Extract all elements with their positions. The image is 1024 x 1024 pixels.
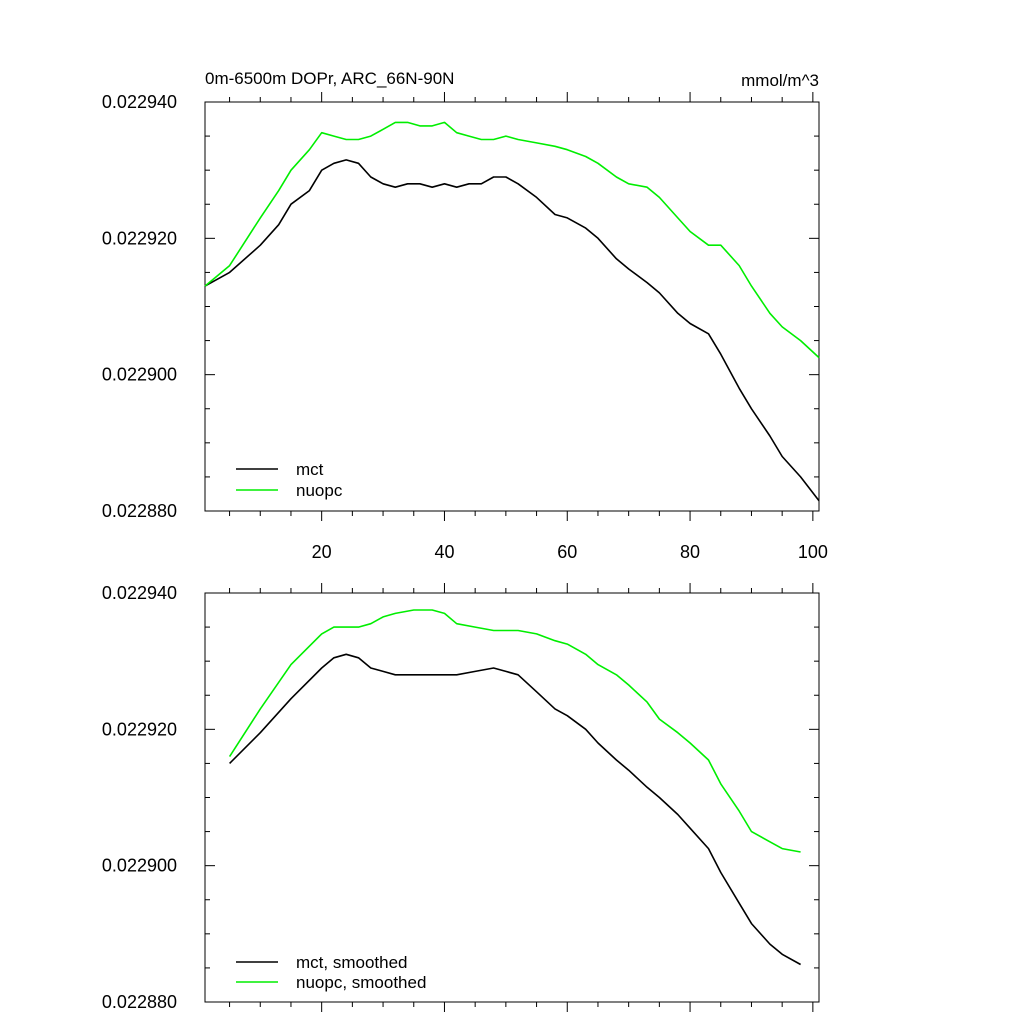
y-tick-label: 0.022920 (102, 719, 177, 739)
x-tick-label: 40 (434, 542, 454, 562)
top-chart-title: 0m-6500m DOPr, ARC_66N-90N (205, 69, 454, 88)
y-tick-label: 0.022880 (102, 992, 177, 1012)
y-tick-label: 0.022940 (102, 92, 177, 112)
legend-label-nuopc-smoothed: nuopc, smoothed (296, 973, 426, 992)
x-tick-label: 80 (680, 542, 700, 562)
x-tick-label: 100 (798, 542, 828, 562)
top-chart-units: mmol/m^3 (741, 71, 819, 90)
top-ticks: 0.022880 0.022900 0.022920 0.022940 20 40 60 80… (102, 92, 828, 562)
bottom-series (228, 609, 801, 966)
top-series (204, 121, 820, 502)
y-tick-label: 0.022920 (102, 228, 177, 248)
top-panel: 0m-6500m DOPr, ARC_66N-90N mmol/m^3 0.02… (102, 69, 828, 562)
y-tick-label: 0.022940 (102, 583, 177, 603)
legend-label-nuopc: nuopc (296, 481, 343, 500)
series-line-nuopc (204, 121, 820, 359)
bottom-legend: mct, smoothed nuopc, smoothed (236, 953, 426, 992)
series-line-nuopc-smoothed (228, 609, 801, 853)
x-tick-label: 60 (557, 542, 577, 562)
x-tick-label: 20 (312, 542, 332, 562)
legend-label-mct: mct (296, 460, 324, 479)
y-tick-label: 0.022900 (102, 365, 177, 385)
bottom-panel: 0.022880 0.022900 0.022920 0.022940 mct, sm… (102, 583, 820, 1012)
legend-label-mct-smoothed: mct, smoothed (296, 953, 408, 972)
bottom-plot-frame (204, 592, 820, 1003)
series-line-mct-smoothed (229, 653, 801, 966)
y-tick-label: 0.022900 (102, 856, 177, 876)
top-legend: mct nuopc (236, 460, 343, 500)
bottom-ticks: 0.022880 0.022900 0.022920 0.022940 (102, 583, 819, 1012)
series-line-mct (204, 159, 820, 502)
y-tick-label: 0.022880 (102, 501, 177, 521)
